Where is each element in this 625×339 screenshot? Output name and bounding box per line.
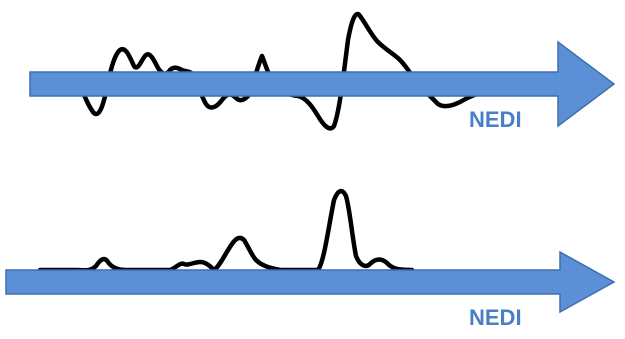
bottom-panel: NEDI [5, 188, 616, 330]
bottom-arrow [5, 250, 616, 314]
bottom-waveform [37, 188, 415, 273]
top-arrow-label: NEDI [469, 107, 522, 132]
bottom-arrow-label: NEDI [469, 305, 522, 330]
top-arrow [29, 40, 616, 128]
top-panel: NEDI [29, 11, 616, 132]
